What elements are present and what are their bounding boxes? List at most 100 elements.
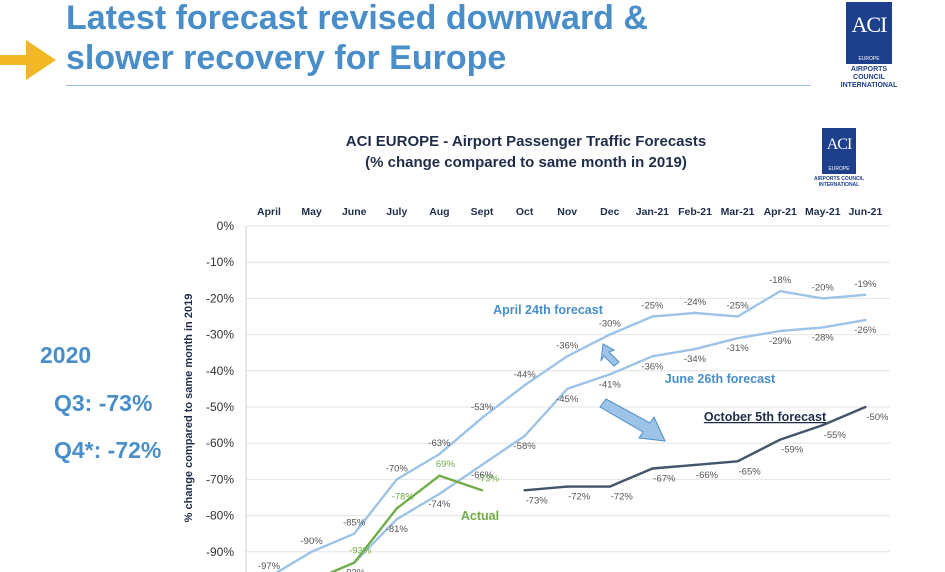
data-label-s0-2: -85% xyxy=(343,518,366,529)
series-line-2 xyxy=(329,474,483,572)
data-point-s0-4 xyxy=(438,452,441,456)
data-point-s1-11 xyxy=(736,337,739,340)
forecast-shift-arrow-icon-1 xyxy=(600,343,620,367)
data-label-s3-13: -55% xyxy=(824,430,847,441)
data-label-s0-1: -90% xyxy=(301,536,324,547)
data-label-s1-11: -31% xyxy=(727,343,750,354)
side-q4-value: Q4*: -72% xyxy=(54,437,162,463)
data-label-s0-13: -20% xyxy=(812,282,835,293)
data-point-s3-6 xyxy=(523,489,526,492)
y-tick-label: -30% xyxy=(206,328,234,342)
data-point-s0-11 xyxy=(736,315,739,318)
aci-logo-text-1: AIRPORTS COUNCIL xyxy=(850,66,888,81)
data-label-s3-9: -67% xyxy=(653,474,676,485)
x-tick-label: June xyxy=(342,206,367,218)
x-tick-label: Oct xyxy=(516,206,534,218)
data-label-s0-3: -70% xyxy=(386,463,409,474)
data-point-s1-9 xyxy=(651,355,654,358)
data-point-s0-1 xyxy=(310,550,313,553)
data-point-s3-12 xyxy=(779,438,782,441)
data-point-s1-4 xyxy=(438,492,441,496)
yellow-arrow-icon xyxy=(0,40,56,80)
y-tick-label: 0% xyxy=(217,219,235,233)
x-tick-label: Apr-21 xyxy=(764,206,797,218)
data-label-s0-10: -24% xyxy=(684,297,707,308)
y-axis-label: % change compared to same month in 2019 xyxy=(183,294,195,523)
x-tick-label: Sept xyxy=(471,206,494,218)
data-label-s3-12: -59% xyxy=(781,445,804,456)
data-point-s0-12 xyxy=(779,289,782,293)
data-label-s2-5: -73% xyxy=(477,473,500,484)
aci-logo-small-mark: ACI EUROPE xyxy=(822,128,856,174)
y-tick-label: -90% xyxy=(206,545,234,559)
y-tick-label: -50% xyxy=(206,400,234,414)
data-label-s2-3: -78% xyxy=(392,491,415,502)
data-label-s1-7: -45% xyxy=(556,394,579,405)
series-name-0: April 24th forecast xyxy=(493,303,604,317)
data-label-s3-7: -72% xyxy=(568,492,591,503)
data-point-s0-14 xyxy=(864,293,867,296)
data-point-s0-3 xyxy=(395,478,398,481)
data-label-s3-14: -50% xyxy=(866,412,889,423)
forecast-shift-arrow-icon-2 xyxy=(599,398,666,442)
data-label-s1-14: -26% xyxy=(854,325,877,336)
data-point-s1-13 xyxy=(821,326,824,329)
data-point-s1-6 xyxy=(523,434,526,438)
y-tick-label: -80% xyxy=(206,509,234,523)
data-point-s3-14 xyxy=(864,405,867,409)
x-tick-label: Aug xyxy=(429,206,449,218)
data-point-s1-3 xyxy=(395,518,398,521)
slide-title-line1: Latest forecast revised downward & xyxy=(66,0,648,37)
data-point-s1-12 xyxy=(779,329,782,333)
data-point-s3-11 xyxy=(736,460,739,463)
data-label-s0-6: -44% xyxy=(514,369,537,380)
data-label-s1-2: -93% xyxy=(343,568,366,572)
data-point-s3-10 xyxy=(693,463,697,467)
data-label-s0-4: -63% xyxy=(428,438,451,449)
data-label-s1-4: -74% xyxy=(428,499,451,510)
data-label-s1-10: -34% xyxy=(684,354,707,365)
side-q3-value: Q3: -73% xyxy=(54,390,153,416)
y-tick-label: -70% xyxy=(206,472,234,486)
data-label-s1-6: -58% xyxy=(514,441,537,452)
data-label-s0-0: -97% xyxy=(258,561,281,572)
data-point-s0-8 xyxy=(608,333,611,336)
data-point-s0-10 xyxy=(693,311,697,315)
data-label-s0-11: -25% xyxy=(727,301,750,312)
data-point-s3-9 xyxy=(651,467,654,470)
series-line-0 xyxy=(275,290,866,572)
data-point-s0-9 xyxy=(651,315,654,318)
data-label-s0-8: -30% xyxy=(599,319,622,330)
data-label-s2-2: -93% xyxy=(349,546,372,557)
data-point-s0-13 xyxy=(821,297,824,300)
aci-logo-small-text-1: AIRPORTS COUNCIL xyxy=(814,176,864,182)
data-label-s1-13: -28% xyxy=(812,332,835,343)
aci-logo-region: EUROPE xyxy=(858,56,880,62)
aci-logo-text-2: INTERNATIONAL xyxy=(840,82,898,89)
data-label-s1-9: -36% xyxy=(641,361,664,372)
series-name-1: June 26th forecast xyxy=(665,372,776,386)
data-point-s1-10 xyxy=(693,347,697,351)
x-tick-label: Dec xyxy=(600,206,619,218)
aci-logo-small-region: EUROPE xyxy=(828,166,850,172)
data-label-s0-5: -53% xyxy=(471,402,494,413)
data-point-s0-6 xyxy=(523,384,526,387)
y-tick-label: -40% xyxy=(206,364,234,378)
data-point-s1-7 xyxy=(566,387,569,391)
data-point-s1-5 xyxy=(480,463,484,467)
data-point-s2-2 xyxy=(353,561,356,564)
data-point-s3-8 xyxy=(608,485,611,488)
aci-logo-mark: ACI EUROPE xyxy=(846,2,892,64)
data-point-s2-5 xyxy=(480,489,484,492)
series-line-1 xyxy=(329,318,866,572)
aci-logo-small-text-2: INTERNATIONAL xyxy=(818,182,860,188)
x-tick-label: May xyxy=(301,206,322,218)
data-label-s3-10: -66% xyxy=(696,470,719,481)
series-name-2: Actual xyxy=(461,509,499,523)
data-label-s0-9: -25% xyxy=(641,301,664,312)
data-label-s3-8: -72% xyxy=(611,492,634,503)
data-label-s0-12: -18% xyxy=(769,275,792,286)
aci-logo-letters: ACI xyxy=(851,12,888,37)
series-name-3: October 5th forecast xyxy=(704,410,827,424)
